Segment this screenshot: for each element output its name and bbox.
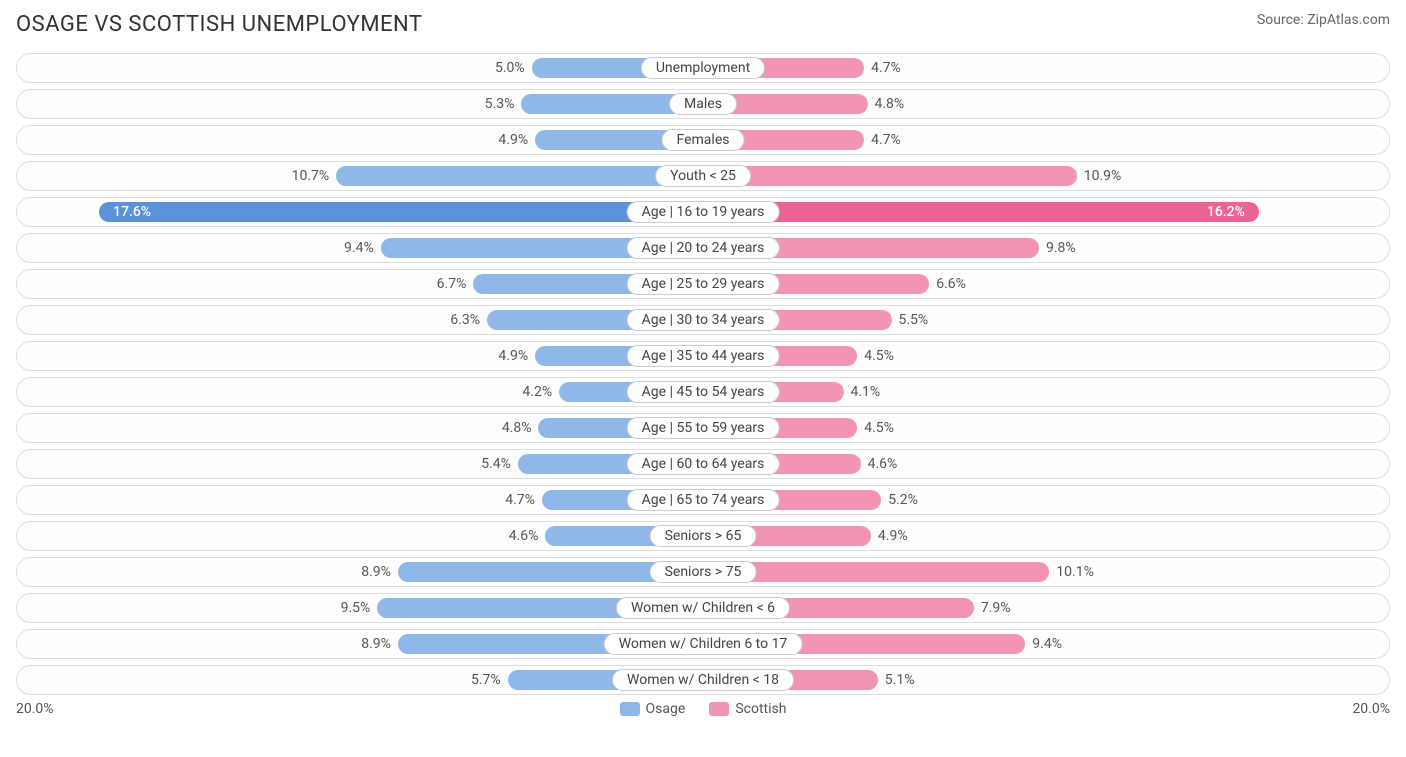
bar-left xyxy=(99,202,703,222)
bar-right xyxy=(703,166,1077,186)
legend-item-right: Scottish xyxy=(709,701,786,717)
chart-row: 5.7% 5.1% Women w/ Children < 18 xyxy=(16,665,1390,695)
value-left: 17.6% xyxy=(113,204,151,220)
legend-label-left: Osage xyxy=(646,701,686,717)
category-label: Age | 45 to 54 years xyxy=(627,381,780,403)
chart-row: 17.6% 16.2% Age | 16 to 19 years xyxy=(16,197,1390,227)
value-left: 4.8% xyxy=(502,420,532,436)
chart-header: OSAGE VS SCOTTISH UNEMPLOYMENT Source: Z… xyxy=(16,12,1390,37)
chart-row: 4.9% 4.7% Females xyxy=(16,125,1390,155)
category-label: Seniors > 65 xyxy=(650,525,757,547)
legend-swatch-left xyxy=(620,702,640,716)
value-right: 4.5% xyxy=(864,348,894,364)
value-left: 8.9% xyxy=(361,564,391,580)
chart-footer: 20.0% Osage Scottish 20.0% xyxy=(16,701,1390,717)
value-left: 4.9% xyxy=(498,132,528,148)
legend-swatch-right xyxy=(709,702,729,716)
category-label: Age | 16 to 19 years xyxy=(627,201,780,223)
value-left: 5.0% xyxy=(495,60,525,76)
value-right: 5.2% xyxy=(888,492,918,508)
butterfly-chart: 5.0% 4.7% Unemployment 5.3% 4.8% Males 4.9% 4.7… xyxy=(16,53,1390,695)
category-label: Males xyxy=(669,93,737,115)
category-label: Age | 20 to 24 years xyxy=(627,237,780,259)
value-left: 6.3% xyxy=(450,312,480,328)
value-right: 4.8% xyxy=(875,96,905,112)
value-right: 4.5% xyxy=(864,420,894,436)
category-label: Age | 60 to 64 years xyxy=(627,453,780,475)
value-right: 10.1% xyxy=(1056,564,1094,580)
value-right: 5.5% xyxy=(899,312,929,328)
value-right: 4.6% xyxy=(868,456,898,472)
legend-label-right: Scottish xyxy=(735,701,786,717)
category-label: Women w/ Children < 6 xyxy=(616,597,790,619)
value-right: 9.8% xyxy=(1046,240,1076,256)
value-right: 4.7% xyxy=(871,132,901,148)
category-label: Seniors > 75 xyxy=(650,561,757,583)
category-label: Unemployment xyxy=(641,57,765,79)
value-left: 4.6% xyxy=(509,528,539,544)
chart-row: 9.5% 7.9% Women w/ Children < 6 xyxy=(16,593,1390,623)
value-right: 4.1% xyxy=(850,384,880,400)
category-label: Females xyxy=(662,129,745,151)
category-label: Women w/ Children < 18 xyxy=(612,669,794,691)
chart-row: 5.3% 4.8% Males xyxy=(16,89,1390,119)
chart-row: 6.7% 6.6% Age | 25 to 29 years xyxy=(16,269,1390,299)
value-right: 9.4% xyxy=(1032,636,1062,652)
axis-left-max: 20.0% xyxy=(16,701,54,717)
value-left: 5.7% xyxy=(471,672,501,688)
legend: Osage Scottish xyxy=(620,701,787,717)
chart-title: OSAGE VS SCOTTISH UNEMPLOYMENT xyxy=(16,12,423,37)
chart-source: Source: ZipAtlas.com xyxy=(1257,12,1390,28)
value-left: 9.5% xyxy=(341,600,371,616)
value-left: 4.7% xyxy=(505,492,535,508)
value-right: 7.9% xyxy=(981,600,1011,616)
chart-row: 5.4% 4.6% Age | 60 to 64 years xyxy=(16,449,1390,479)
value-right: 6.6% xyxy=(936,276,966,292)
chart-row: 4.2% 4.1% Age | 45 to 54 years xyxy=(16,377,1390,407)
category-label: Age | 30 to 34 years xyxy=(627,309,780,331)
axis-right-max: 20.0% xyxy=(1352,701,1390,717)
chart-row: 4.7% 5.2% Age | 65 to 74 years xyxy=(16,485,1390,515)
category-label: Youth < 25 xyxy=(655,165,751,187)
bar-right xyxy=(703,202,1259,222)
bar-left xyxy=(336,166,703,186)
chart-row: 4.9% 4.5% Age | 35 to 44 years xyxy=(16,341,1390,371)
value-left: 8.9% xyxy=(361,636,391,652)
chart-row: 8.9% 9.4% Women w/ Children 6 to 17 xyxy=(16,629,1390,659)
value-left: 10.7% xyxy=(292,168,330,184)
chart-row: 5.0% 4.7% Unemployment xyxy=(16,53,1390,83)
value-right: 16.2% xyxy=(1207,204,1245,220)
value-left: 4.9% xyxy=(498,348,528,364)
value-left: 6.7% xyxy=(437,276,467,292)
value-right: 5.1% xyxy=(885,672,915,688)
chart-row: 9.4% 9.8% Age | 20 to 24 years xyxy=(16,233,1390,263)
value-right: 4.7% xyxy=(871,60,901,76)
value-left: 4.2% xyxy=(522,384,552,400)
value-right: 4.9% xyxy=(878,528,908,544)
category-label: Age | 55 to 59 years xyxy=(627,417,780,439)
chart-row: 6.3% 5.5% Age | 30 to 34 years xyxy=(16,305,1390,335)
chart-row: 4.8% 4.5% Age | 55 to 59 years xyxy=(16,413,1390,443)
category-label: Age | 35 to 44 years xyxy=(627,345,780,367)
category-label: Age | 25 to 29 years xyxy=(627,273,780,295)
legend-item-left: Osage xyxy=(620,701,686,717)
category-label: Women w/ Children 6 to 17 xyxy=(604,633,803,655)
chart-row: 10.7% 10.9% Youth < 25 xyxy=(16,161,1390,191)
category-label: Age | 65 to 74 years xyxy=(627,489,780,511)
chart-row: 8.9% 10.1% Seniors > 75 xyxy=(16,557,1390,587)
value-left: 9.4% xyxy=(344,240,374,256)
value-left: 5.3% xyxy=(485,96,515,112)
value-left: 5.4% xyxy=(481,456,511,472)
chart-row: 4.6% 4.9% Seniors > 65 xyxy=(16,521,1390,551)
value-right: 10.9% xyxy=(1084,168,1122,184)
